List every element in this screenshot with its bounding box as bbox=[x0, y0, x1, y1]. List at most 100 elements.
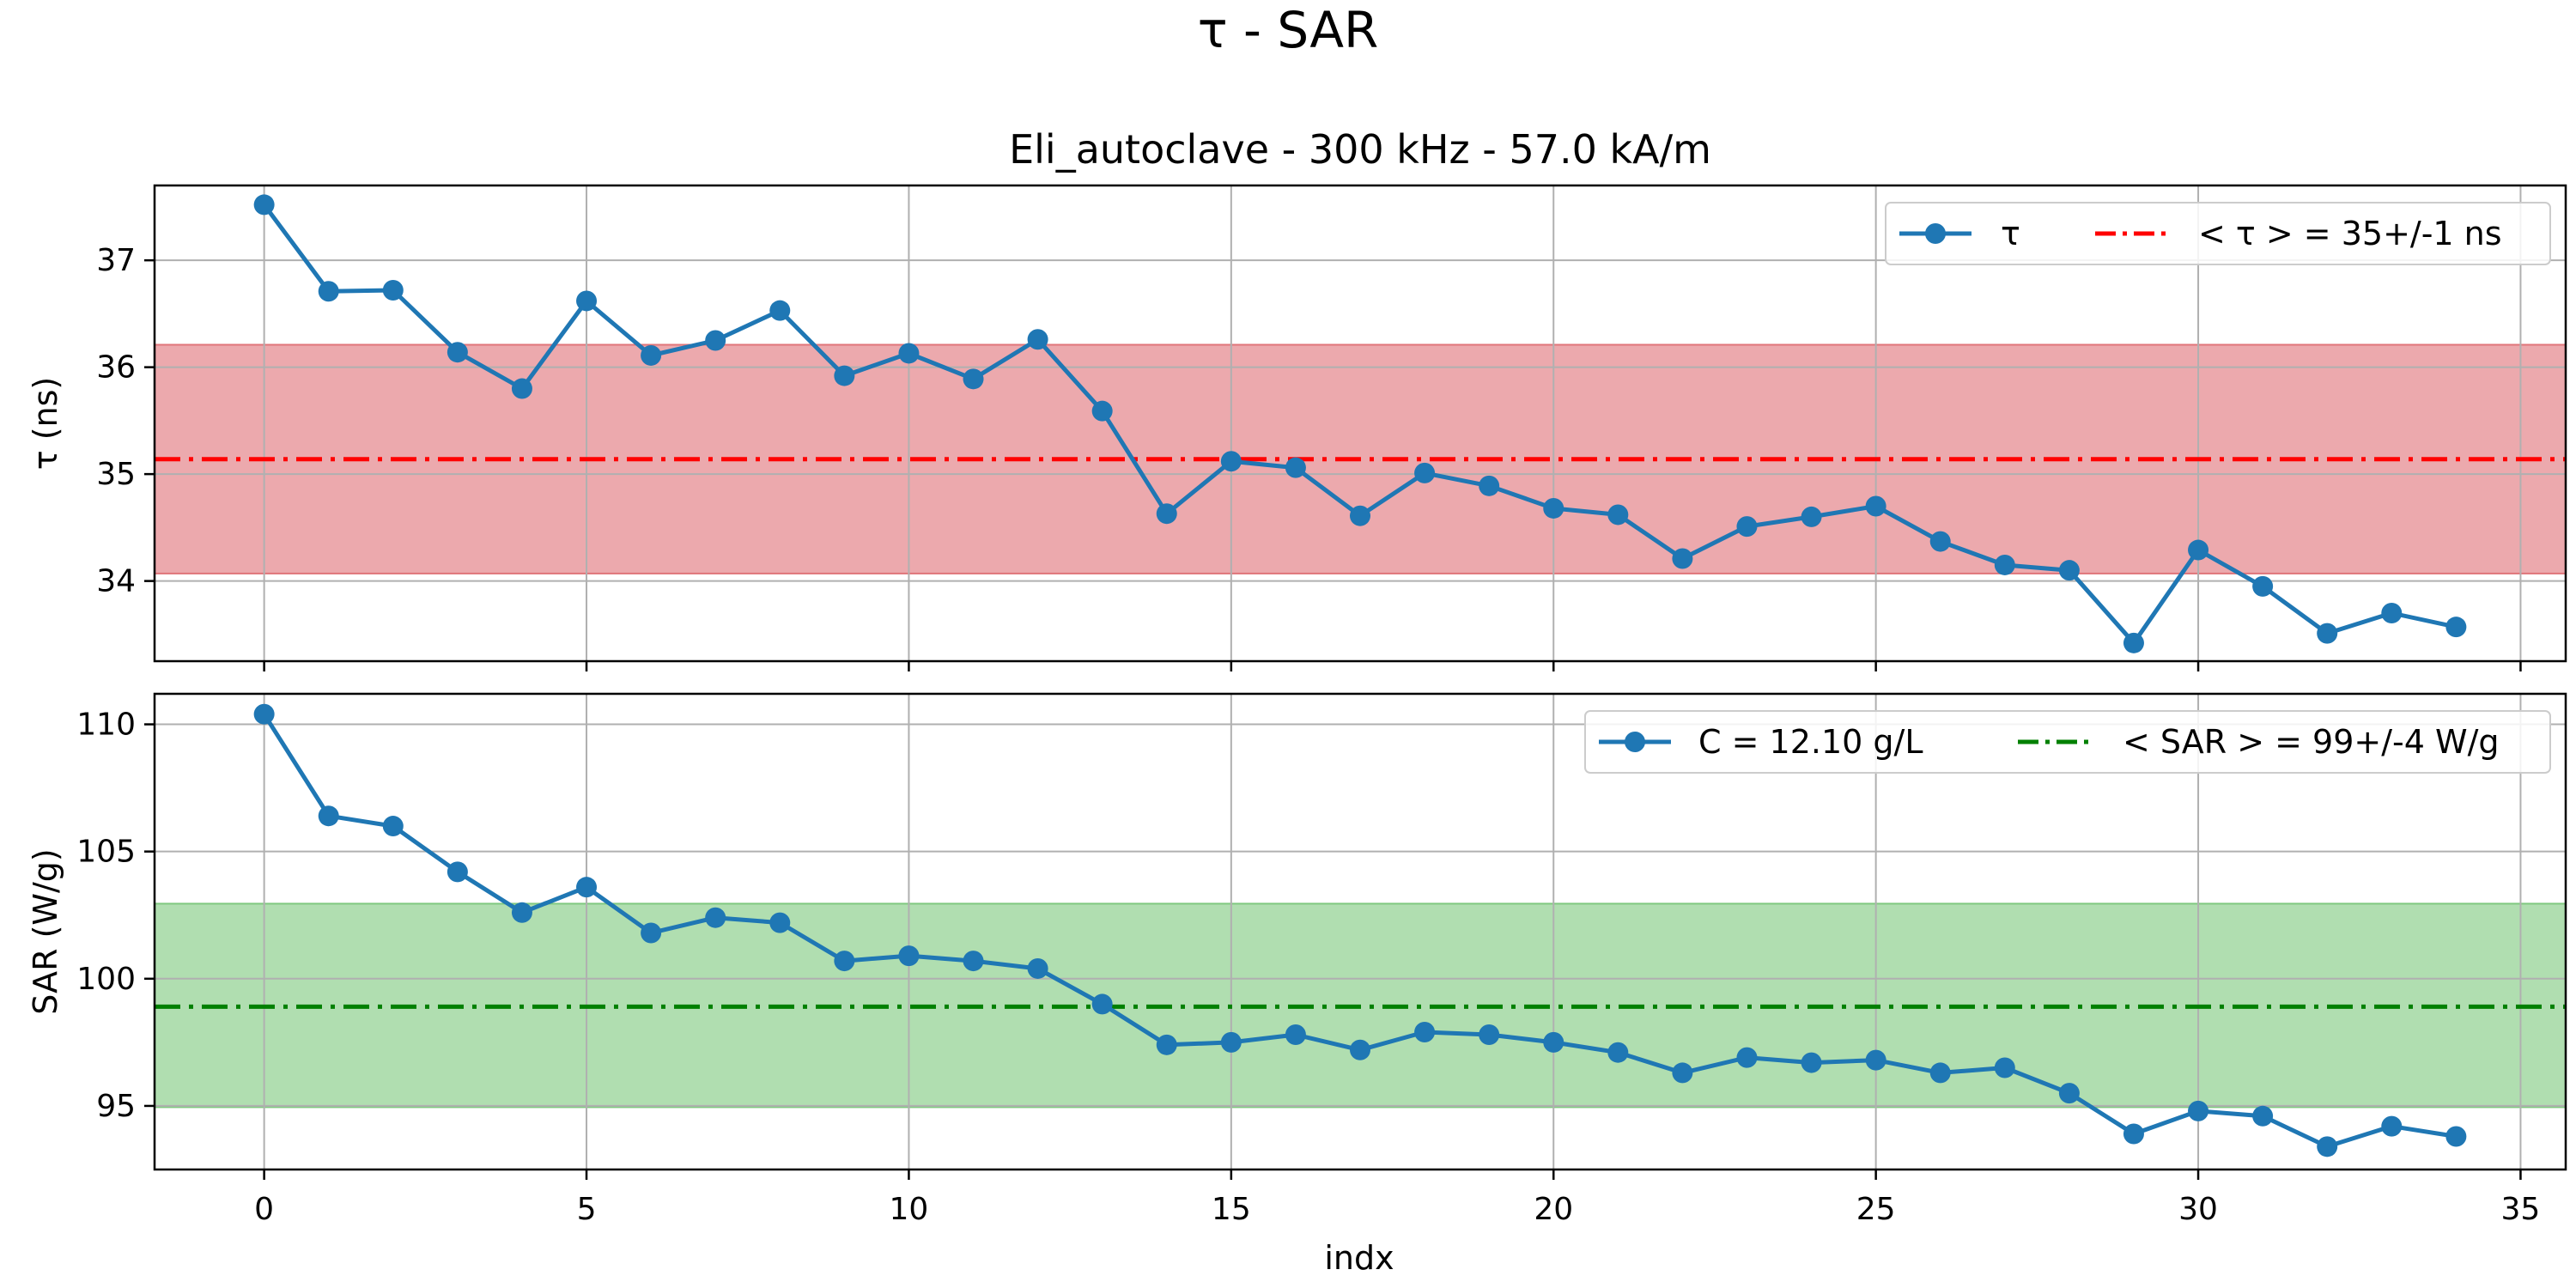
data-point bbox=[318, 281, 339, 302]
x-tick-label: 20 bbox=[1534, 1192, 1573, 1227]
sar-panel: 95 100 105 110 0 5 10 15 20 25 30 35 SAR (W/g) C = 12… bbox=[27, 692, 2567, 1227]
data-point bbox=[1672, 1062, 1693, 1084]
data-point bbox=[576, 290, 598, 312]
x-tick-label: 30 bbox=[2178, 1192, 2218, 1227]
data-point bbox=[1414, 1022, 1436, 1043]
x-tick-label: 35 bbox=[2501, 1192, 2541, 1227]
data-point bbox=[1479, 475, 1500, 496]
x-tick-label: 10 bbox=[890, 1192, 929, 1227]
data-point bbox=[1091, 993, 1113, 1015]
data-point bbox=[253, 194, 275, 216]
data-point bbox=[1929, 1062, 1951, 1084]
data-point bbox=[1027, 957, 1048, 979]
y-tick-label: 34 bbox=[96, 564, 136, 599]
data-point bbox=[2317, 623, 2338, 644]
data-point bbox=[1865, 495, 1886, 517]
data-point bbox=[1027, 329, 1048, 350]
data-point bbox=[705, 907, 726, 928]
y-tick-label: 35 bbox=[96, 457, 136, 492]
data-point bbox=[1607, 504, 1629, 526]
legend-series-label: C = 12.10 g/L bbox=[1698, 723, 1923, 761]
data-point bbox=[2188, 539, 2209, 561]
y-tick-label: 95 bbox=[96, 1089, 136, 1124]
data-point bbox=[1736, 516, 1758, 538]
data-point bbox=[1350, 1039, 1370, 1060]
data-point bbox=[1543, 497, 1564, 519]
data-point bbox=[1672, 548, 1693, 569]
data-point bbox=[1285, 1024, 1306, 1045]
data-point bbox=[2445, 1126, 2467, 1147]
y-tick-label: 110 bbox=[76, 708, 136, 743]
x-tick-label: 25 bbox=[1856, 1192, 1896, 1227]
x-tick-label: 0 bbox=[254, 1192, 274, 1227]
y-tick-label: 36 bbox=[96, 350, 136, 386]
data-point bbox=[1350, 505, 1370, 526]
data-point bbox=[834, 951, 855, 972]
y-axis-label: SAR (W/g) bbox=[27, 848, 64, 1014]
data-point bbox=[1607, 1042, 1629, 1063]
data-point bbox=[834, 365, 855, 386]
data-point bbox=[511, 902, 532, 923]
data-point bbox=[382, 816, 404, 837]
legend-series-marker bbox=[1625, 732, 1645, 752]
data-point bbox=[2188, 1100, 2209, 1121]
data-point bbox=[1929, 531, 1951, 552]
data-point bbox=[641, 922, 662, 944]
data-point bbox=[1479, 1024, 1500, 1045]
data-point bbox=[1285, 457, 1306, 478]
legend-series-label: τ bbox=[2001, 215, 2020, 252]
data-point bbox=[253, 703, 275, 725]
y-tick-label: 105 bbox=[76, 835, 136, 870]
data-point bbox=[1220, 451, 1242, 472]
data-point bbox=[1994, 554, 2015, 575]
data-point bbox=[1801, 506, 1822, 527]
data-point bbox=[1801, 1052, 1822, 1073]
figure-title: τ - SAR bbox=[1198, 1, 1379, 59]
panel-title: Eli_autoclave - 300 kHz - 57.0 kA/m bbox=[1009, 126, 1711, 173]
data-point bbox=[1994, 1057, 2015, 1078]
legend-series-marker bbox=[1925, 223, 1946, 244]
data-point bbox=[898, 343, 920, 364]
x-tick-label: 5 bbox=[577, 1192, 597, 1227]
data-point bbox=[1736, 1047, 1758, 1068]
data-point bbox=[2252, 1105, 2274, 1127]
data-point bbox=[1543, 1031, 1564, 1053]
data-point bbox=[769, 912, 791, 933]
data-point bbox=[1414, 462, 1436, 483]
y-tick-label: 100 bbox=[76, 962, 136, 997]
data-point bbox=[769, 300, 791, 321]
data-point bbox=[2445, 617, 2467, 638]
data-point bbox=[447, 342, 468, 363]
data-point bbox=[318, 805, 339, 827]
y-axis-label: τ (ns) bbox=[27, 377, 64, 471]
data-point bbox=[1156, 1034, 1177, 1055]
data-point bbox=[898, 945, 920, 967]
data-point bbox=[1865, 1049, 1886, 1071]
data-point bbox=[576, 877, 598, 898]
data-point bbox=[1091, 400, 1113, 422]
data-point bbox=[511, 378, 532, 399]
y-tick-label: 37 bbox=[96, 243, 136, 278]
data-point bbox=[705, 330, 726, 351]
data-point bbox=[447, 861, 468, 883]
data-point bbox=[1156, 503, 1177, 525]
data-point bbox=[1220, 1031, 1242, 1053]
legend-frame bbox=[1885, 202, 2551, 265]
data-point bbox=[2317, 1136, 2338, 1157]
legend-mean-label: < SAR > = 99+/-4 W/g bbox=[2123, 723, 2500, 761]
data-point bbox=[2252, 575, 2274, 597]
data-point bbox=[2381, 1115, 2403, 1137]
data-point bbox=[2123, 632, 2144, 653]
legend-mean-label: < τ > = 35+/-1 ns bbox=[2198, 215, 2502, 252]
tau-panel: 34 35 36 37 τ (ns) Eli_autoclave - 300 kHz - … bbox=[27, 126, 2567, 671]
data-point bbox=[963, 368, 984, 390]
data-point bbox=[2123, 1123, 2144, 1145]
data-point bbox=[2058, 560, 2080, 581]
data-point bbox=[2058, 1083, 2080, 1104]
data-point bbox=[641, 344, 662, 366]
plot-frame bbox=[153, 184, 2567, 663]
data-point bbox=[963, 951, 984, 972]
data-point bbox=[2381, 602, 2403, 623]
data-point bbox=[382, 280, 404, 301]
